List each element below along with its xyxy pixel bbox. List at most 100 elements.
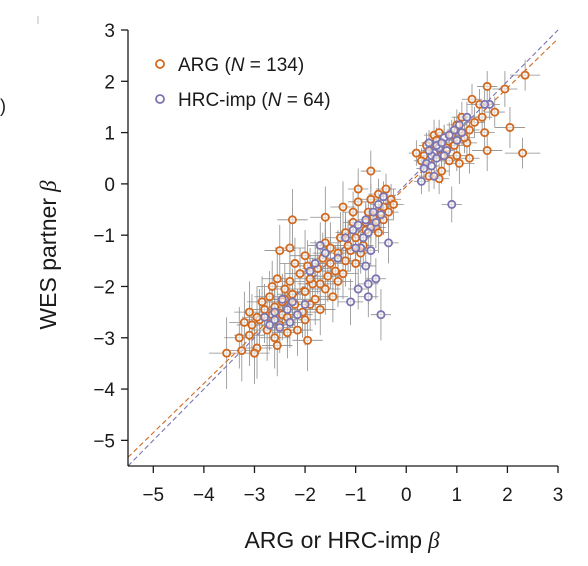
legend-marker-0 (155, 59, 165, 69)
point-0 (366, 194, 376, 204)
point-1 (358, 233, 368, 243)
point-1 (363, 279, 373, 289)
point-1 (454, 120, 464, 130)
x-axis-label: ARG or HRC-imp (244, 527, 422, 553)
point-0 (260, 305, 270, 315)
legend-count: = 134) (245, 55, 305, 76)
point-0 (300, 315, 310, 325)
point-0 (341, 256, 351, 266)
point-1 (366, 246, 376, 256)
point-1 (348, 225, 358, 235)
ticks: −5 −4 −3 −2 −1 0 1 2 3 −5 −4 −3 −2 −1 0 1 2 3 (93, 21, 563, 506)
point-0 (366, 166, 376, 176)
point-0 (520, 70, 530, 80)
y-tick-label: −4 (93, 380, 115, 401)
point-0 (373, 228, 383, 238)
point-1 (424, 138, 434, 148)
point-0 (381, 184, 391, 194)
point-0 (267, 281, 277, 291)
point-1 (444, 130, 454, 140)
point-0 (257, 297, 267, 307)
y-tick-label: −3 (93, 329, 115, 350)
point-0 (275, 246, 285, 256)
point-1 (437, 138, 447, 148)
point-1 (378, 192, 388, 202)
point-1 (439, 151, 449, 161)
x-tick-label: 0 (401, 485, 412, 506)
point-1 (363, 292, 373, 302)
point-1 (341, 233, 351, 243)
point-0 (480, 128, 490, 138)
point-1 (480, 99, 490, 109)
y-axis-label: WES partner (35, 198, 61, 330)
point-0 (237, 346, 247, 356)
point-1 (353, 220, 363, 230)
point-1 (346, 297, 356, 307)
point-1 (260, 312, 270, 322)
point-1 (333, 253, 343, 263)
x-tick-label: −1 (345, 485, 367, 506)
y-tick-label: −2 (93, 277, 115, 298)
point-1 (363, 228, 373, 238)
point-0 (244, 307, 254, 317)
point-1 (432, 153, 442, 163)
legend-name: ARG ( (178, 55, 231, 76)
y-tick-label: 1 (104, 124, 115, 145)
point-0 (333, 276, 343, 286)
point-0 (482, 81, 492, 91)
x-tick-label: 1 (452, 485, 463, 506)
point-1 (275, 323, 285, 333)
legend-marker-1 (155, 94, 165, 104)
legend: ARG (N = 134)HRC-imp (N = 64) (155, 55, 331, 111)
x-tick-label: 3 (553, 485, 564, 506)
point-0 (325, 243, 335, 253)
x-tick-label: −3 (244, 485, 266, 506)
point-0 (290, 258, 300, 268)
point-1 (310, 258, 320, 268)
point-1 (449, 125, 459, 135)
point-0 (270, 333, 280, 343)
point-0 (351, 258, 361, 268)
point-0 (353, 197, 363, 207)
point-0 (477, 112, 487, 122)
point-0 (249, 348, 259, 358)
point-0 (464, 125, 474, 135)
point-1 (424, 146, 434, 156)
point-0 (389, 199, 399, 209)
point-1 (270, 307, 280, 317)
point-1 (429, 171, 439, 181)
point-0 (265, 292, 275, 302)
point-0 (464, 153, 474, 163)
point-0 (490, 107, 500, 117)
point-0 (343, 240, 353, 250)
point-0 (287, 215, 297, 225)
point-1 (376, 210, 386, 220)
point-0 (287, 289, 297, 299)
point-0 (411, 148, 421, 158)
axes (127, 30, 558, 467)
point-0 (305, 274, 315, 284)
point-1 (427, 161, 437, 171)
y-tick-label: 0 (104, 175, 115, 196)
point-1 (419, 163, 429, 173)
y-axis-title: WES partner β (35, 180, 61, 330)
point-0 (280, 284, 290, 294)
x-axis-title: ARG or HRC-imp β (244, 527, 440, 553)
point-1 (277, 294, 287, 304)
y-tick-label: 3 (104, 21, 115, 42)
point-0 (467, 94, 477, 104)
point-0 (434, 128, 444, 138)
point-1 (287, 297, 297, 307)
legend-n: N (268, 90, 282, 111)
point-0 (292, 325, 302, 335)
point-1 (292, 310, 302, 320)
point-0 (348, 207, 358, 217)
point-0 (500, 84, 510, 94)
x-tick-label: −2 (294, 485, 316, 506)
point-0 (325, 258, 335, 268)
x-tick-label: −5 (142, 485, 164, 506)
point-0 (482, 146, 492, 156)
point-0 (330, 266, 340, 276)
point-0 (470, 117, 480, 127)
y-axis-symbol: β (36, 180, 61, 193)
